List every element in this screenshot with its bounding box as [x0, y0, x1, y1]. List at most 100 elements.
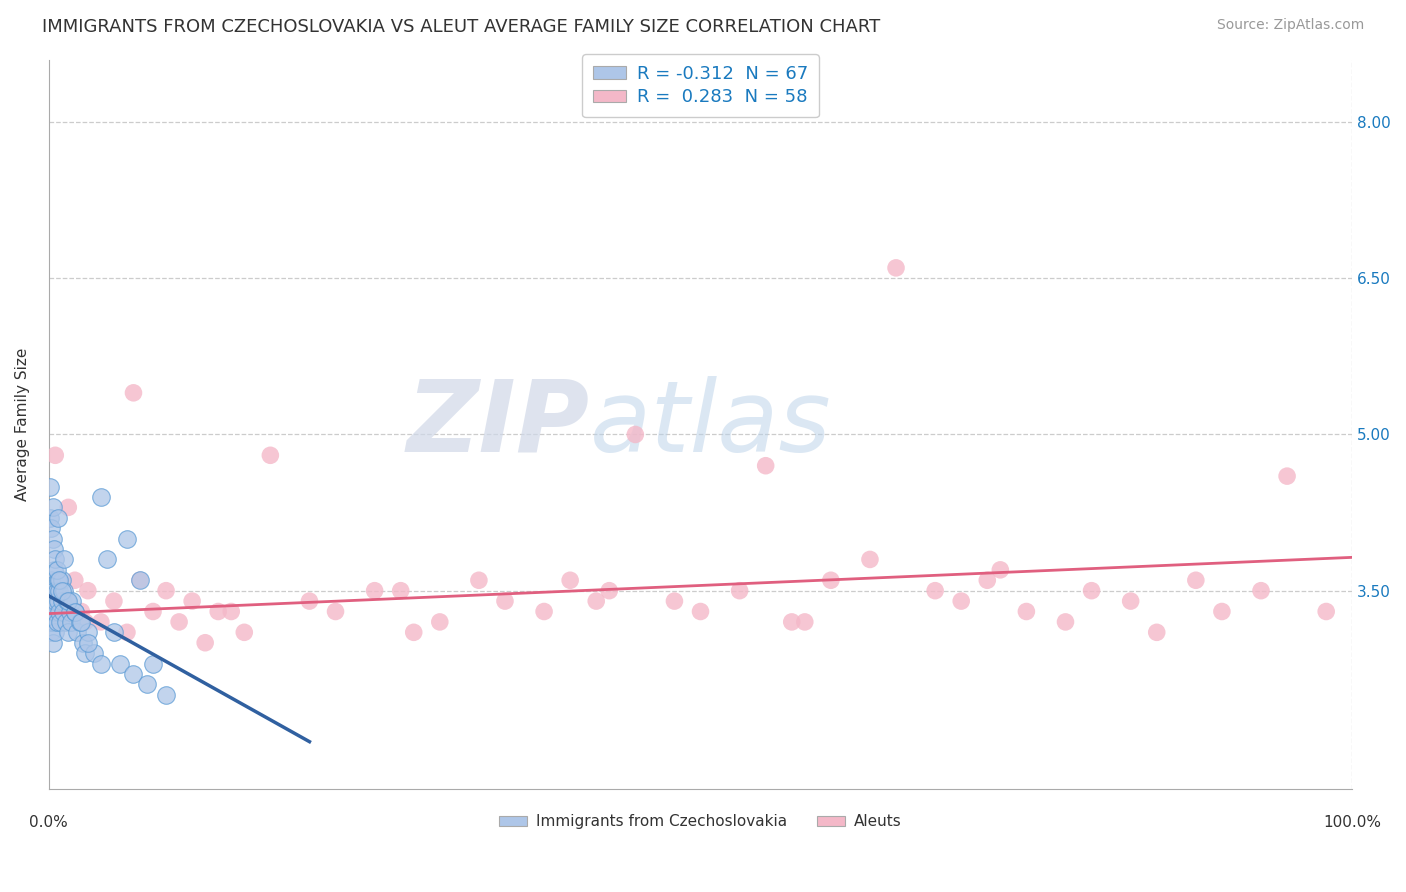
Point	[41, 615, 63, 629]
Text: IMMIGRANTS FROM CZECHOSLOVAKIA VS ALEUT AVERAGE FAMILY SIZE CORRELATION CHART: IMMIGRANTS FROM CZECHOSLOVAKIA VS ALEUT …	[42, 18, 880, 36]
Point	[90, 490, 112, 504]
Point	[44, 625, 66, 640]
Point	[90, 615, 112, 629]
Point	[167, 615, 190, 629]
Point	[51, 583, 73, 598]
Text: 0.0%: 0.0%	[30, 814, 67, 830]
Point	[142, 657, 165, 671]
Point	[129, 574, 152, 588]
Point	[59, 605, 82, 619]
Point	[53, 583, 76, 598]
Point	[41, 532, 63, 546]
Point	[90, 657, 112, 671]
Point	[689, 605, 711, 619]
Point	[135, 677, 157, 691]
Point	[76, 583, 98, 598]
Point	[155, 583, 177, 598]
Point	[103, 594, 125, 608]
Point	[780, 615, 803, 629]
Point	[950, 594, 973, 608]
Point	[585, 594, 607, 608]
Point	[533, 605, 555, 619]
Point	[42, 583, 65, 598]
Point	[76, 625, 98, 640]
Point	[41, 605, 63, 619]
Point	[46, 594, 69, 608]
Point	[66, 625, 89, 640]
Point	[41, 625, 63, 640]
Point	[53, 594, 76, 608]
Point	[41, 594, 63, 608]
Point	[1015, 605, 1038, 619]
Point	[1315, 605, 1337, 619]
Point	[51, 615, 73, 629]
Point	[1080, 583, 1102, 598]
Point	[58, 625, 80, 640]
Point	[59, 615, 82, 629]
Point	[39, 510, 62, 524]
Y-axis label: Average Family Size: Average Family Size	[15, 347, 30, 500]
Point	[793, 615, 815, 629]
Point	[664, 594, 686, 608]
Point	[598, 583, 620, 598]
Point	[44, 552, 66, 566]
Point	[115, 532, 138, 546]
Point	[42, 615, 65, 629]
Point	[755, 458, 778, 473]
Point	[219, 605, 242, 619]
Point	[924, 583, 946, 598]
Point	[1119, 594, 1142, 608]
Point	[402, 625, 425, 640]
Point	[1146, 625, 1168, 640]
Point	[76, 636, 98, 650]
Point	[60, 594, 83, 608]
Point	[58, 594, 80, 608]
Point	[45, 583, 67, 598]
Point	[46, 574, 69, 588]
Point	[624, 427, 647, 442]
Point	[51, 594, 73, 608]
Point	[988, 563, 1011, 577]
Point	[363, 583, 385, 598]
Point	[39, 605, 62, 619]
Point	[728, 583, 751, 598]
Point	[129, 574, 152, 588]
Point	[75, 615, 97, 629]
Point	[63, 605, 86, 619]
Point	[53, 552, 76, 566]
Point	[45, 615, 67, 629]
Point	[1250, 583, 1272, 598]
Point	[103, 625, 125, 640]
Point	[41, 521, 63, 535]
Text: ZIP: ZIP	[406, 376, 589, 473]
Point	[39, 615, 62, 629]
Point	[55, 615, 77, 629]
Point	[39, 583, 62, 598]
Point	[49, 615, 72, 629]
Point	[122, 385, 145, 400]
Point	[41, 500, 63, 515]
Point	[44, 448, 66, 462]
Point	[69, 615, 91, 629]
Point	[70, 615, 93, 629]
Point	[83, 646, 105, 660]
Point	[63, 605, 86, 619]
Point	[44, 605, 66, 619]
Point	[429, 615, 451, 629]
Point	[70, 605, 93, 619]
Point	[39, 479, 62, 493]
Point	[45, 563, 67, 577]
Point	[298, 594, 321, 608]
Point	[41, 636, 63, 650]
Point	[194, 636, 217, 650]
Text: Source: ZipAtlas.com: Source: ZipAtlas.com	[1216, 18, 1364, 32]
Point	[72, 636, 94, 650]
Point	[63, 574, 86, 588]
Point	[52, 605, 75, 619]
Point	[820, 574, 842, 588]
Point	[58, 500, 80, 515]
Point	[48, 605, 70, 619]
Point	[96, 552, 118, 566]
Point	[115, 625, 138, 640]
Point	[44, 594, 66, 608]
